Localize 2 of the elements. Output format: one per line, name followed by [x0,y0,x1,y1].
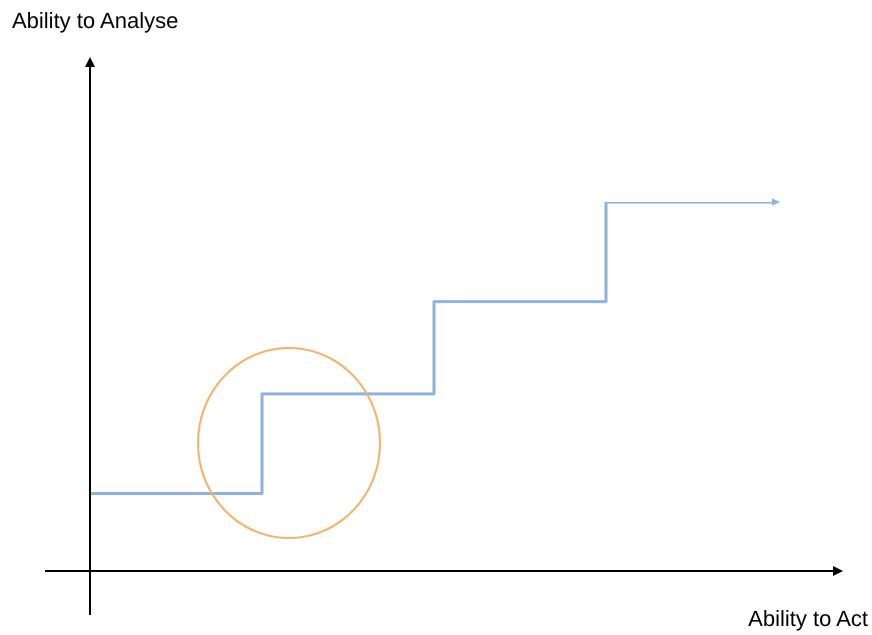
text: Ability to Analyse [12,8,178,34]
x-axis-title: Ability to Act [748,606,868,632]
